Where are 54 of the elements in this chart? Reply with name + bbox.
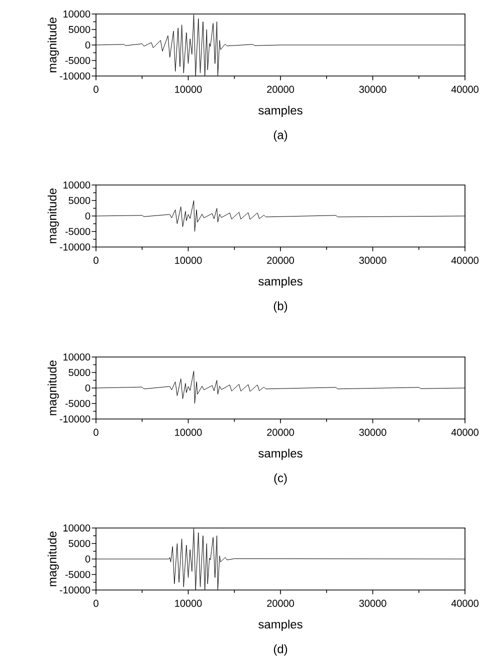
y-tick-label: -5000 — [65, 400, 90, 408]
y-tick-label: 0 — [85, 212, 90, 220]
line-series — [96, 528, 466, 590]
y-axis-title: magnitude — [48, 360, 59, 416]
text: (a) — [274, 130, 288, 142]
line-series — [96, 14, 466, 76]
y-tick-label: -10000 — [60, 586, 90, 594]
x-tick-label: 40000 — [451, 256, 478, 264]
x-tick-label: 20000 — [267, 428, 294, 436]
y-tick-label: 10000 — [63, 10, 90, 18]
x-tick-label: 30000 — [359, 86, 386, 93]
x-tick-label: 0 — [94, 256, 98, 264]
x-tick-label: 40000 — [451, 428, 478, 436]
x-tick-label: 10000 — [175, 600, 202, 607]
x-axis-title: samples — [258, 276, 302, 288]
y-tick-label: -5000 — [65, 228, 90, 236]
y-tick-label: 5000 — [68, 368, 90, 376]
y-tick-label: 10000 — [63, 181, 90, 189]
y-tick-label: -10000 — [60, 415, 90, 423]
y-tick-label: 0 — [85, 555, 90, 563]
y-axis-title: magnitude — [48, 188, 59, 244]
y-tick-label: 10000 — [63, 524, 90, 532]
x-tick-label: 10000 — [175, 256, 202, 264]
y-tick-label: 0 — [85, 384, 90, 392]
y-tick-label: 5000 — [68, 540, 90, 548]
text: (d) — [274, 644, 288, 656]
y-axis-title: magnitude — [48, 18, 59, 72]
y-tick-label: 10000 — [63, 353, 90, 361]
y-tick-label: -5000 — [65, 56, 90, 64]
text: (b) — [274, 301, 288, 313]
x-tick-label: 0 — [94, 86, 98, 93]
x-axis-title: samples — [258, 448, 302, 460]
x-tick-label: 0 — [94, 428, 98, 436]
x-tick-label: 20000 — [267, 600, 294, 607]
y-tick-label: 5000 — [68, 26, 90, 34]
x-axis-title: samples — [258, 106, 302, 117]
x-tick-label: 20000 — [267, 86, 294, 93]
x-tick-label: 10000 — [175, 428, 202, 436]
y-tick-label: 5000 — [68, 196, 90, 204]
x-tick-label: 40000 — [451, 600, 478, 607]
y-axis-title: magnitude — [48, 532, 59, 586]
y-tick-label: 0 — [85, 41, 90, 49]
y-tick-label: -5000 — [65, 570, 90, 578]
x-tick-label: 30000 — [359, 256, 386, 264]
x-tick-label: 20000 — [267, 256, 294, 264]
x-tick-label: 0 — [94, 600, 98, 607]
x-tick-label: 30000 — [359, 428, 386, 436]
x-tick-label: 40000 — [451, 86, 478, 93]
y-tick-label: -10000 — [60, 243, 90, 251]
y-tick-label: -10000 — [60, 72, 90, 80]
x-axis-title: samples — [258, 620, 302, 631]
text: (c) — [274, 473, 287, 485]
x-tick-label: 30000 — [359, 600, 386, 607]
x-tick-label: 10000 — [175, 86, 202, 93]
